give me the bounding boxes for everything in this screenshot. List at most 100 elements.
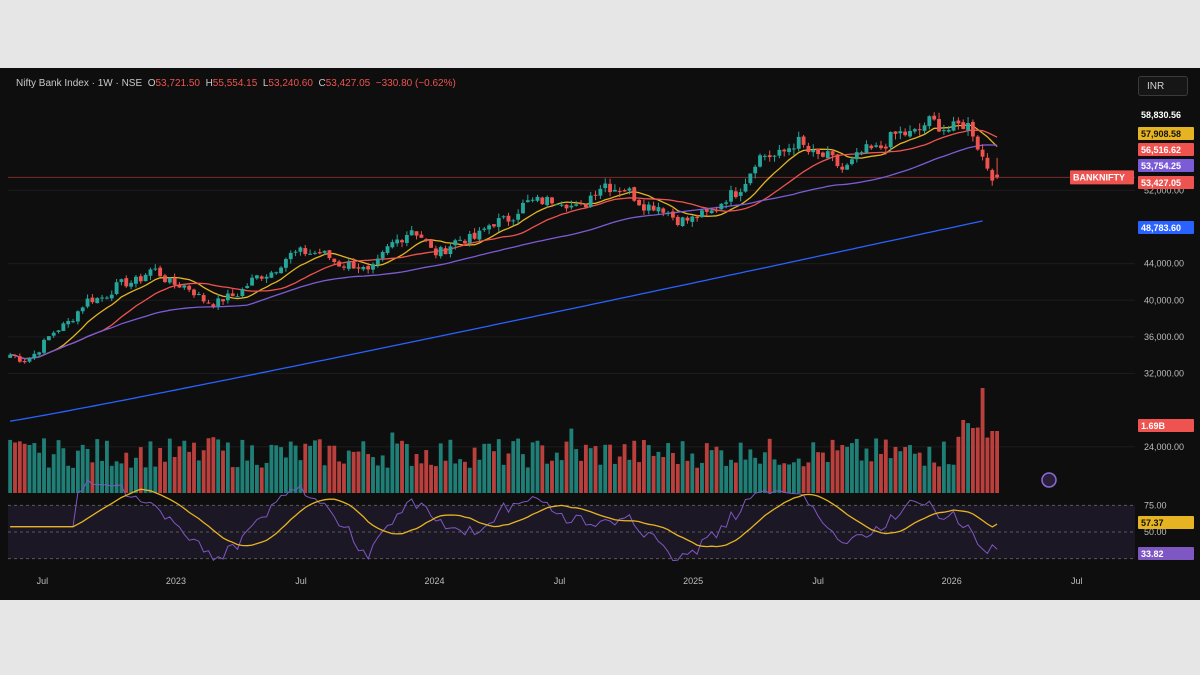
volume-bar [438,443,443,493]
candle-body [259,276,264,279]
candle-body [37,352,42,355]
candle-body [932,115,937,120]
volume-bar [550,460,554,493]
volume-bar [903,447,908,493]
volume-bar [429,464,433,493]
candle-body [535,196,540,201]
volume-bar [187,451,192,493]
volume-bar [22,443,27,493]
candle-body [313,252,317,254]
volume-bar [259,467,264,493]
candle-body [564,204,569,209]
volume-bar [603,444,608,493]
volume-bar [511,441,516,493]
candle-body [153,268,158,270]
ma-value-tag-bg [1138,143,1194,156]
candle-body [758,155,762,167]
candle-body [71,321,75,323]
volume-bar [559,460,564,493]
volume-bar [487,443,492,493]
candle-body [250,277,254,286]
volume-bar [264,462,269,493]
volume-bar [66,465,71,493]
volume-bar [109,465,114,493]
x-tick-label: Jul [1071,576,1083,586]
x-tick-label: Jul [295,576,307,586]
candle-body [583,204,588,208]
volume-bar [666,443,671,493]
candle-body [32,353,37,358]
candle-body [850,159,854,165]
candle-body [134,276,138,284]
volume-bar [433,466,438,493]
candle-body [845,164,850,170]
volume-bar [201,450,206,493]
volume-bar [637,462,642,493]
volume-bar [293,445,298,493]
indicator-toggle-icon[interactable] [1041,472,1057,488]
volume-bar [951,464,956,493]
volume-bar [400,440,404,493]
volume-bar [129,467,134,493]
volume-bar [598,464,603,493]
candle-body [17,356,22,362]
candle-body [632,187,637,201]
volume-bar [922,465,927,493]
close-label: C [318,78,326,89]
candle-body [361,267,366,270]
volume-bar [221,450,225,493]
volume-bar [961,419,966,493]
volume-bar [75,450,80,493]
candle-body [148,269,153,276]
candle-body [937,119,941,132]
moving-average-mid-line [10,129,998,360]
candle-body [719,203,724,210]
candle-body [835,154,840,167]
candle-body [869,145,874,149]
volume-bar [535,440,540,493]
x-tick-label: 2023 [166,576,186,586]
volume-bar [850,443,854,493]
volume-bar [612,463,617,493]
currency-selector[interactable]: INR [1138,76,1188,96]
volume-bar [283,457,288,493]
volume-bar [448,439,453,493]
candle-body [501,216,506,218]
volume-bar [753,457,758,493]
high-price-tag-bg [1138,108,1194,121]
x-tick-label: 2025 [683,576,703,586]
candle-body [961,122,966,129]
volume-bar [477,459,482,493]
volume-bar [124,452,129,493]
volume-bar [492,451,496,493]
candle-body [903,131,908,136]
volume-bar [820,452,825,493]
candle-body [608,183,612,193]
candle-body [216,298,221,307]
volume-bar [71,467,75,493]
volume-bar [235,467,240,493]
chart-frame: Nifty Bank Index · 1W · NSE O53,721.50 H… [0,68,1200,600]
candle-body [438,247,443,257]
volume-bar [656,451,661,493]
last-price-tag-bg [1138,176,1194,189]
candle-body [554,204,559,206]
volume-bar [37,452,42,493]
rsi-tick-label: 50.00 [1144,527,1167,537]
volume-bar [554,452,559,493]
volume-bar [17,441,22,493]
volume-bar [482,443,487,493]
volume-bar [167,438,172,493]
candle-body [825,151,830,159]
volume-bar [782,463,787,493]
volume-bar [8,439,13,493]
volume-bar [163,461,167,493]
candle-body [66,321,71,325]
volume-bar [206,438,211,493]
volume-bar [743,459,748,493]
candle-body [346,262,351,269]
price-chart[interactable]: Jul 2023 Jul 2024 Jul 2025 Jul 2026 Jul 52,000.00… [0,68,1200,600]
volume-bar [927,446,932,493]
volume-bar [912,453,917,493]
candle-body [777,149,782,156]
